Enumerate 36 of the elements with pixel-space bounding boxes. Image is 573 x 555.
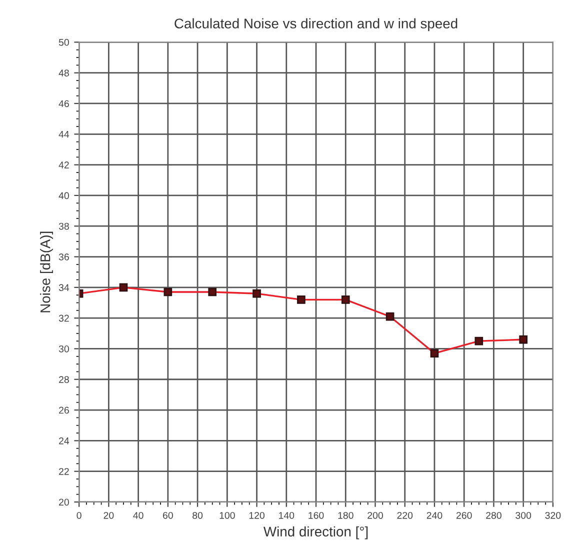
y-tick-label: 38 bbox=[58, 222, 69, 230]
x-axis-title: Wind direction [°] bbox=[264, 526, 368, 540]
x-tick-label: 280 bbox=[486, 512, 502, 519]
x-tick-label: 300 bbox=[516, 512, 532, 519]
chart-title: Calculated Noise vs direction and w ind speed bbox=[174, 18, 458, 32]
x-tick-label: 40 bbox=[133, 512, 144, 519]
x-tick-label: 20 bbox=[104, 512, 114, 519]
x-tick-label: 260 bbox=[456, 512, 472, 519]
x-tick-label: 100 bbox=[220, 512, 235, 519]
y-tick-label: 28 bbox=[59, 376, 69, 383]
y-tick-label: 32 bbox=[58, 314, 69, 322]
y-tick-label: 40 bbox=[58, 192, 69, 200]
y-tick-label: 42 bbox=[58, 162, 69, 168]
y-tick-label: 36 bbox=[58, 253, 69, 260]
x-tick-label: 220 bbox=[397, 512, 413, 519]
y-tick-label: 22 bbox=[59, 468, 69, 475]
y-tick-label: 44 bbox=[58, 130, 70, 138]
x-tick-label: 180 bbox=[338, 512, 354, 519]
x-tick-label: 60 bbox=[163, 512, 173, 519]
y-axis-title: Noise [dB(A)] bbox=[40, 232, 53, 312]
y-tick-label: 20 bbox=[59, 498, 69, 506]
x-tick-label: 320 bbox=[545, 512, 561, 519]
x-tick-label: 120 bbox=[249, 512, 265, 519]
y-tick-label: 30 bbox=[58, 345, 69, 352]
y-tick-label: 34 bbox=[58, 284, 70, 292]
y-tick-label: 48 bbox=[58, 70, 69, 76]
x-tick-label: 160 bbox=[308, 512, 324, 519]
y-tick-label: 46 bbox=[58, 100, 69, 108]
y-tick-label: 26 bbox=[59, 406, 69, 414]
x-tick-label: 0 bbox=[76, 512, 82, 519]
y-tick-label: 50 bbox=[58, 38, 69, 46]
x-tick-label: 200 bbox=[368, 512, 383, 519]
x-tick-label: 140 bbox=[279, 512, 294, 519]
x-tick-label: 240 bbox=[426, 512, 442, 519]
y-tick-label: 24 bbox=[59, 437, 70, 444]
x-tick-label: 80 bbox=[192, 512, 203, 519]
